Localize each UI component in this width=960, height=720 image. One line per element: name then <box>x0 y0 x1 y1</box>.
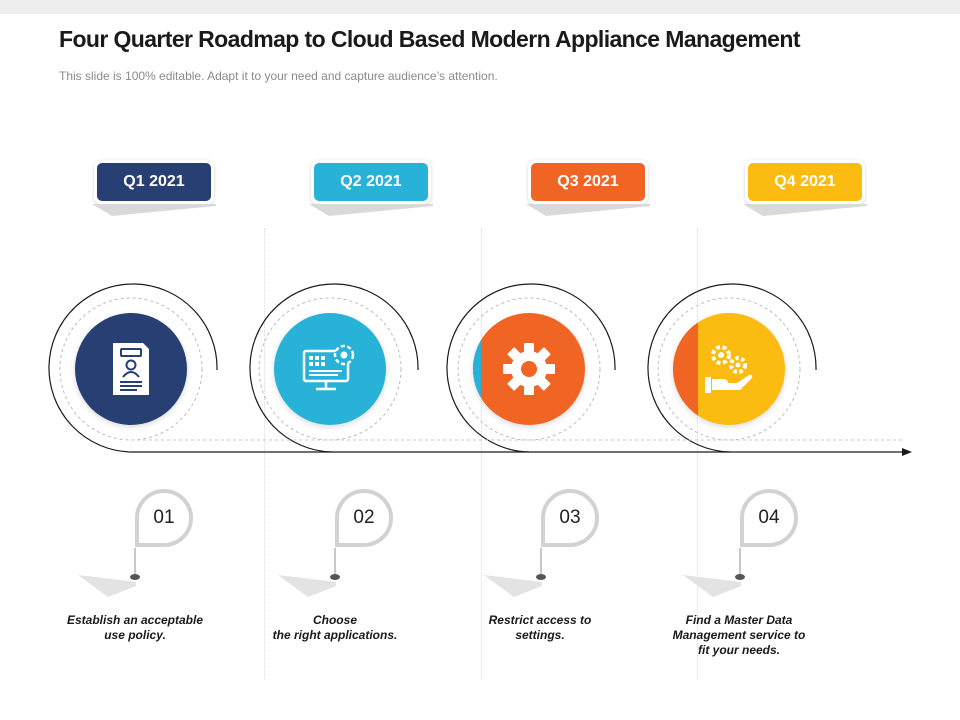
gear-icon <box>503 343 555 395</box>
pin-stem <box>334 548 336 576</box>
page-subtitle: This slide is 100% editable. Adapt it to… <box>59 69 498 83</box>
monitor-gear-icon <box>302 344 355 391</box>
quarter-badge-q1: Q1 2021 <box>94 160 214 204</box>
badge-shadow <box>309 204 433 216</box>
step-description: Restrict access to settings. <box>488 613 592 642</box>
pin-point <box>735 574 745 580</box>
pin-shadow <box>78 575 136 597</box>
step-number-badge: 04 <box>740 489 798 547</box>
page-title: Four Quarter Roadmap to Cloud Based Mode… <box>59 26 800 52</box>
document-user-icon <box>113 343 149 395</box>
pin-stem <box>540 548 542 576</box>
step-number-badge: 03 <box>541 489 599 547</box>
pin-point <box>130 574 140 580</box>
column-divider <box>264 228 265 680</box>
quarter-badge-q2: Q2 2021 <box>311 160 431 204</box>
step-number-badge: 02 <box>335 489 393 547</box>
step-description: Establish an acceptable use policy. <box>66 613 204 642</box>
quarter-circle-q1 <box>75 313 187 425</box>
badge-shadow <box>92 204 216 216</box>
quarter-circle-q4 <box>673 313 785 425</box>
pin-point <box>536 574 546 580</box>
pin-point <box>330 574 340 580</box>
step-description: Choose the right applications. <box>272 613 398 642</box>
badge-shadow <box>526 204 650 216</box>
quarter-circle-q2 <box>274 313 386 425</box>
quarter-circle-q3 <box>473 313 585 425</box>
badge-shadow <box>743 204 867 216</box>
overlap-segment <box>673 313 698 425</box>
column-divider <box>481 228 482 680</box>
pin-shadow <box>484 575 542 597</box>
overlap-segment <box>473 313 481 425</box>
step-description: Find a Master Data Management service to… <box>672 613 806 657</box>
quarter-badge-q3: Q3 2021 <box>528 160 648 204</box>
pin-stem <box>739 548 741 576</box>
pin-shadow <box>278 575 336 597</box>
column-divider <box>697 228 698 680</box>
top-bar <box>0 0 960 14</box>
pin-shadow <box>683 575 741 597</box>
step-number-badge: 01 <box>135 489 193 547</box>
hand-gears-icon <box>705 345 753 393</box>
pin-stem <box>134 548 136 576</box>
quarter-badge-q4: Q4 2021 <box>745 160 865 204</box>
